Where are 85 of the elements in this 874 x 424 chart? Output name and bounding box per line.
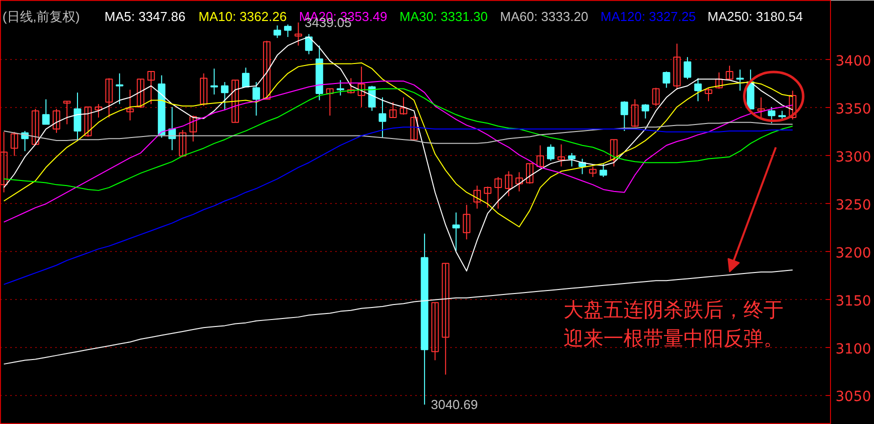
candlestick [74, 92, 82, 142]
text: MA30: 3331.30 [400, 9, 488, 24]
candlestick [210, 68, 218, 96]
candlestick [42, 98, 50, 125]
candlestick [620, 100, 628, 132]
candlestick [116, 72, 124, 105]
text: MA10: 3362.26 [198, 9, 287, 24]
candlestick [546, 144, 555, 162]
candlestick [704, 87, 712, 102]
candlestick [305, 34, 313, 55]
text: MA5: 3347.86 [104, 9, 186, 24]
candlestick [326, 88, 334, 116]
y-tick-label: 3300 [836, 149, 872, 166]
candlestick [757, 96, 765, 120]
candlestick [652, 87, 660, 107]
candlestick [473, 185, 481, 210]
text: MA120: 3327.25 [600, 9, 696, 24]
candlestick [220, 82, 228, 110]
candlestick [378, 96, 386, 138]
y-tick-label: 3100 [836, 341, 872, 358]
candlestick [715, 72, 723, 90]
candlestick [788, 90, 796, 120]
candlestick [642, 104, 650, 119]
candlestick [484, 186, 492, 208]
candlestick [178, 130, 186, 158]
candlestick [536, 144, 544, 167]
candlestick [147, 70, 155, 105]
candlestick [589, 166, 597, 178]
candlestick [126, 89, 134, 121]
candlestick [662, 70, 670, 88]
candlestick [32, 108, 40, 145]
candlestick [494, 176, 502, 210]
y-tick-label: 3400 [836, 53, 872, 70]
candlestick [673, 43, 681, 90]
candlestick [284, 24, 292, 38]
y-tick-label: 3200 [836, 245, 872, 262]
y-tick-label: 3150 [836, 293, 872, 310]
candlestick [568, 152, 576, 167]
candlestick [10, 131, 18, 156]
candlestick [63, 100, 71, 125]
candlestick [136, 78, 144, 108]
line-series [3, 126, 794, 285]
y-tick-label: 3350 [836, 101, 872, 118]
annotation: 大盘五连阴杀跌后，终于迎来一根带量中阳反弹。 [563, 297, 784, 350]
candlestick [294, 22, 302, 46]
text: (日线,前复权) [2, 9, 80, 24]
candlestick [462, 204, 470, 240]
candlestick [189, 115, 197, 142]
candlestick [431, 302, 439, 361]
candlestick [389, 102, 397, 118]
candlestick [94, 104, 102, 118]
candlestick [242, 67, 250, 88]
candlestick [410, 115, 418, 140]
candlestick [358, 66, 366, 108]
candlestick [400, 96, 408, 116]
candlestick [263, 40, 271, 100]
text: MA250: 3180.54 [708, 9, 803, 24]
candlestick [610, 139, 618, 167]
candlestick [526, 163, 534, 184]
candlestick [442, 262, 450, 376]
line-series [3, 270, 794, 365]
candlestick [252, 82, 260, 116]
candlestick [52, 108, 60, 134]
candlestick [200, 72, 208, 107]
candlestick [631, 98, 639, 128]
candlestick [0, 131, 8, 193]
candlestick [694, 78, 702, 102]
annotation: 3040.69 [430, 397, 478, 412]
candlestick [726, 65, 734, 80]
candlestick [558, 144, 566, 167]
y-tick-label: 3050 [836, 389, 872, 406]
y-tick-label: 3250 [836, 197, 872, 214]
candlestick [768, 106, 776, 124]
candlestick [736, 69, 744, 92]
candlestick [684, 56, 692, 80]
candlestick [105, 78, 113, 118]
candlestick [84, 106, 92, 138]
candlestick [274, 24, 282, 38]
candlestick [347, 78, 355, 94]
candlestick [231, 80, 239, 123]
candlestick [515, 172, 523, 192]
text: MA60: 3333.20 [500, 9, 588, 24]
candlestick [504, 170, 512, 197]
candlestick [452, 212, 460, 252]
candlestick [600, 163, 608, 178]
